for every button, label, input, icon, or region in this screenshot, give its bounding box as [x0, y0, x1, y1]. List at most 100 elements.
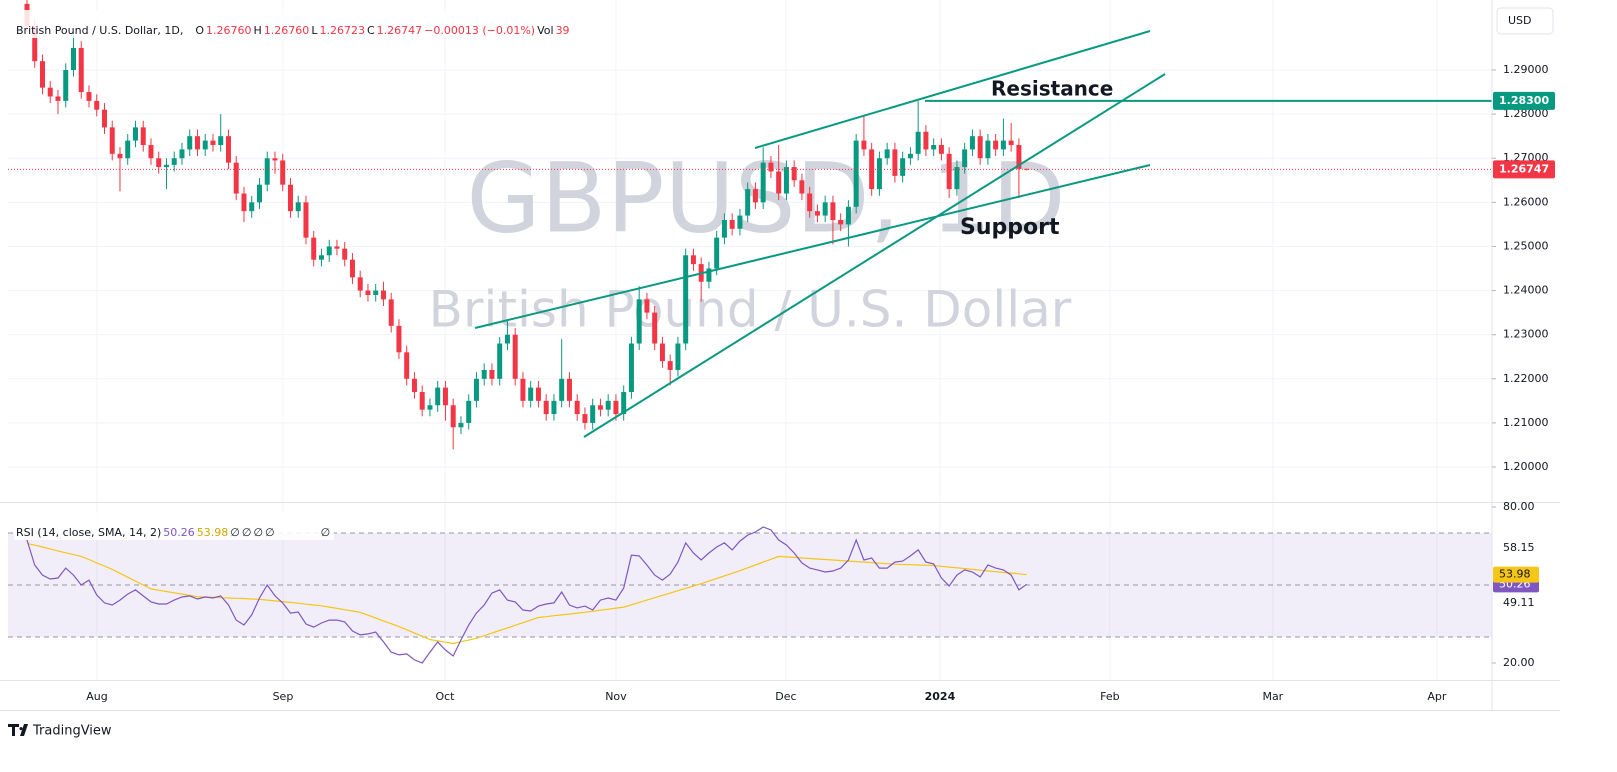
candle-body — [822, 202, 828, 216]
candle-body — [264, 158, 270, 185]
candle-body — [70, 47, 76, 71]
currency-button[interactable] — [1496, 7, 1554, 35]
candle-body — [125, 140, 131, 159]
candle-body — [233, 162, 239, 194]
change: −0.00013 (−0.01%) — [424, 24, 536, 37]
candle-body — [884, 149, 890, 159]
candle-body — [163, 164, 169, 168]
candle-body — [791, 167, 797, 181]
candle-body — [419, 392, 425, 410]
candle-body — [652, 312, 658, 344]
candle-body — [287, 184, 293, 212]
candle-body — [938, 144, 944, 154]
candle-body — [907, 153, 913, 159]
candle-body — [783, 167, 789, 194]
volume-value: 39 — [555, 24, 570, 37]
candle-body — [39, 61, 45, 88]
candle-body — [644, 299, 650, 313]
candle-body — [659, 343, 665, 362]
candle-body — [225, 136, 231, 163]
candle-body — [179, 149, 185, 159]
trendline — [583, 73, 1166, 438]
candle-body — [47, 87, 53, 97]
ohlc-value: 1.26760 — [206, 24, 252, 37]
candle-body — [32, 25, 38, 62]
candle-body — [357, 277, 363, 291]
candle-body — [156, 158, 162, 168]
footer: TradingView — [32, 724, 112, 739]
symbol: British Pound / U.S. Dollar, 1D, — [16, 24, 184, 37]
candle-body — [458, 422, 464, 428]
candle-body — [814, 211, 820, 216]
candle-body — [838, 219, 844, 225]
y-tick-label: 1.21000 — [1503, 416, 1549, 429]
candle-body — [628, 343, 634, 393]
ohlc-key: L — [311, 24, 318, 37]
sma-value: 53.98 — [196, 526, 229, 539]
candle-body — [807, 193, 813, 212]
candle-body — [318, 255, 324, 260]
candle-body — [582, 414, 588, 423]
y-tick-label: 1.23000 — [1503, 328, 1549, 341]
candle-body — [497, 343, 503, 379]
candle-body — [915, 131, 921, 154]
price-badge — [1493, 160, 1555, 179]
candle-body — [931, 144, 937, 150]
candle-body — [714, 237, 720, 269]
candle-body — [745, 189, 751, 216]
candle-body — [520, 378, 526, 401]
candle-body — [256, 184, 262, 203]
candle-body — [326, 246, 332, 256]
price-badge-label: 1.28300 — [1499, 94, 1549, 107]
x-tick-label: 2024 — [925, 690, 956, 703]
candle-body — [272, 158, 278, 161]
logo: TradingView — [8, 724, 112, 739]
candle-body — [109, 127, 115, 154]
x-tick-label: Dec — [775, 690, 796, 703]
candle-body — [892, 149, 898, 176]
candle-body — [365, 290, 371, 295]
candle-body — [605, 400, 611, 410]
candle-body — [776, 171, 782, 194]
candle-body — [876, 158, 882, 190]
rsi-line — [26, 542, 1027, 645]
x-tick-label: Apr — [1427, 690, 1447, 703]
candle-body — [280, 160, 286, 185]
candle-body — [373, 290, 379, 295]
price-badge-label: 1.26747 — [1499, 162, 1549, 175]
y-tick-label: 1.20000 — [1503, 460, 1549, 473]
price-badge — [1493, 91, 1555, 110]
y-tick-label: 1.24000 — [1503, 284, 1549, 297]
status: ∅ — [230, 526, 240, 539]
candle-body — [218, 136, 224, 145]
candle-body — [504, 334, 510, 344]
candle-body — [132, 127, 138, 141]
candle-body — [450, 405, 456, 428]
candle-body — [559, 378, 565, 401]
x-tick-label: Oct — [435, 690, 455, 703]
candle-body — [861, 140, 867, 150]
currency[interactable]: USD — [1508, 14, 1532, 27]
candle-body — [760, 162, 766, 203]
candle-body — [1000, 140, 1006, 150]
annotation: Support — [960, 215, 1060, 240]
candle-body — [349, 259, 355, 278]
x-tick-label: Feb — [1100, 690, 1119, 703]
candle-body — [799, 180, 805, 194]
candle-body — [729, 219, 735, 229]
value-badge-label: 53.98 — [1499, 568, 1531, 581]
candle-body — [241, 193, 247, 212]
candle-body — [675, 343, 681, 370]
candle-body — [721, 219, 727, 238]
ohlc-value: 1.26760 — [263, 24, 310, 37]
y-tick-label: 80.00 — [1503, 500, 1535, 513]
rsi-line — [26, 526, 1028, 664]
candle-body — [342, 248, 348, 260]
candle-body — [853, 140, 859, 207]
x-tick-label: Sep — [273, 690, 294, 703]
candle-body — [830, 202, 836, 220]
candle-body — [249, 202, 255, 212]
candle-body — [427, 405, 433, 410]
candle-body — [194, 136, 200, 150]
